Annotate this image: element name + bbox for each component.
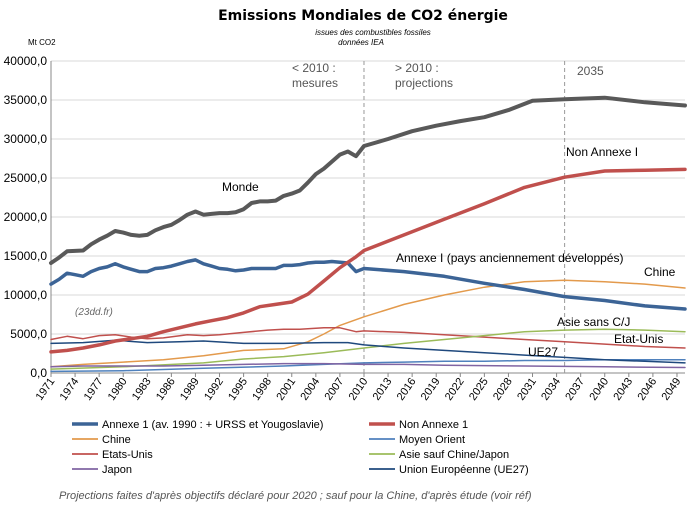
series-line-3 [50,279,686,368]
legend-entry: Moyen Orient [399,434,465,446]
series-line-8 [50,339,686,364]
label-ue27: UE27 [528,345,558,359]
series-line-5 [50,327,686,349]
x-tick-label: 1986 [154,376,178,403]
annotation-projections-1: > 2010 : [395,61,439,75]
x-tick-label: 2049 [660,376,684,403]
series-line-7 [50,362,686,369]
x-tick-label: 2043 [611,376,635,403]
x-tick-label: 2007 [322,376,346,403]
x-tick-label: 2034 [539,376,563,403]
chart-subtitle-line-2: données IEA [338,38,384,47]
x-tick-label: 1977 [82,376,106,403]
x-tick-label: 1998 [250,376,274,403]
y-axis-ticks: 0,0 5000,0 10000,0 15000,0 20000,0 25000,0 300… [4,54,48,380]
x-tick-label: 2001 [274,376,298,403]
x-tick-label: 2013 [371,376,395,403]
chart-subtitle-line-1: issues des combustibles fossiles [315,28,431,37]
y-tick-label: 5000,0 [10,327,47,341]
legend-entry: Chine [102,434,131,446]
series-line-6 [50,328,686,370]
label-etat-unis: Etat-Unis [614,332,663,346]
legend-entry: Non Annexe 1 [399,419,468,431]
x-tick-label: 1995 [226,376,250,403]
x-tick-label: 1992 [202,376,226,403]
y-tick-label: 40000,0 [4,54,48,68]
chart-title: Emissions Mondiales de CO2 énergie [218,8,508,24]
legend-entry: Etats-Unis [102,449,153,461]
series-line-0 [49,95,687,265]
x-tick-label: 2022 [443,376,467,403]
annotation-measures-1: < 2010 : [292,61,336,75]
source-credit: (23dd.fr) [75,307,113,318]
x-tick-label: 2028 [491,376,515,403]
x-tick-label: 2037 [563,376,587,403]
legend-entry: Asie sauf Chine/Japon [399,449,509,461]
y-tick-label: 20000,0 [4,210,48,224]
series-lines [49,95,687,373]
x-tick-label: 1989 [178,376,202,403]
x-tick-label: 2016 [395,376,419,403]
footnote: Projections faites d'après objectifs déc… [59,490,532,502]
y-tick-label: 35000,0 [4,93,48,107]
period-divider-lines [363,61,566,373]
x-tick-label: 2046 [635,376,659,403]
y-tick-label: 0,0 [30,366,47,380]
annotation-projections-2: projections [395,76,453,90]
label-monde: Monde [222,180,259,194]
series-line-1 [49,258,687,311]
x-tick-label: 2019 [419,376,443,403]
y-tick-label: 30000,0 [4,132,48,146]
x-tick-label: 2025 [467,376,491,403]
x-tick-label: 2010 [347,376,371,403]
x-tick-label: 2031 [515,376,539,403]
label-annexe: Annexe I (pays anciennement développés) [396,251,623,265]
x-tick-label: 1974 [58,376,82,403]
x-tick-label: 1983 [130,376,154,403]
label-asie-sans: Asie sans C/J [557,315,630,329]
y-tick-label: 15000,0 [4,249,48,263]
annotation-measures-2: mesures [292,76,338,90]
x-axis-ticks: 1971 1974 1977 1980 1983 1986 1989 1992 1995 1998… [34,373,684,403]
y-tick-label: 25000,0 [4,171,48,185]
legend-entry: Union Européenne (UE27) [399,464,529,476]
series-line-2 [49,167,687,354]
x-tick-label: 2040 [587,376,611,403]
legend-entry: Japon [102,464,132,476]
annotation-year-2035: 2035 [577,64,604,78]
y-tick-label: 10000,0 [4,288,48,302]
x-tick-label: 2004 [298,376,322,403]
x-tick-label: 1980 [106,376,130,403]
y-axis-unit: Mt CO2 [28,38,56,47]
label-chine: Chine [644,265,676,279]
legend: Annexe 1 (av. 1990 : + URSS et Yougoslav… [72,419,529,476]
label-non-annexe: Non Annexe I [566,145,638,159]
legend-entry: Annexe 1 (av. 1990 : + URSS et Yougoslav… [102,419,323,431]
